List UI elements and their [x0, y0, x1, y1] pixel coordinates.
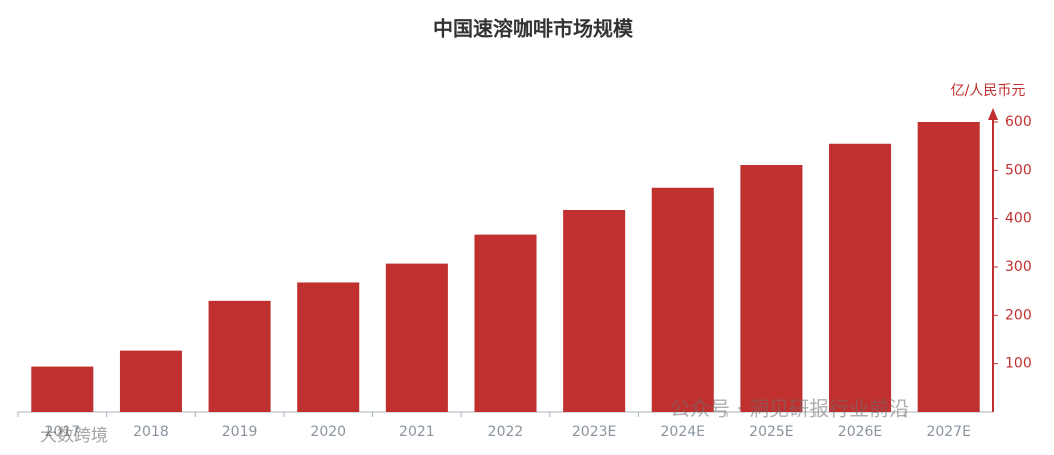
x-tick-label: 2025E — [749, 424, 793, 440]
bar — [563, 209, 626, 412]
x-tick-label: 2027E — [926, 424, 970, 440]
y-tick-label: 100 — [1005, 356, 1032, 372]
bar — [297, 282, 360, 412]
watermark: 公众号 · 洞见研报行业前沿 — [670, 397, 909, 421]
x-tick-label: 2020 — [310, 424, 346, 440]
x-tick-label: 2026E — [838, 424, 882, 440]
bar — [31, 366, 94, 412]
bar — [651, 187, 714, 412]
bar — [829, 143, 892, 412]
y-tick-label: 500 — [1005, 162, 1032, 178]
x-tick-label: 2019 — [222, 424, 258, 440]
bar — [917, 122, 980, 412]
x-tick-label: 2023E — [572, 424, 616, 440]
x-tick-label: 2017 — [44, 424, 80, 440]
x-tick-label: 2018 — [133, 424, 169, 440]
chart-title: 中国速溶咖啡市场规模 — [433, 17, 634, 41]
y-tick-label: 300 — [1005, 259, 1032, 275]
x-tick-label: 2024E — [661, 424, 705, 440]
bar — [119, 350, 182, 412]
y-tick-label: 200 — [1005, 307, 1032, 323]
y-axis-arrow — [988, 108, 998, 120]
y-tick-label: 400 — [1005, 211, 1032, 227]
x-tick-label: 2021 — [399, 424, 435, 440]
bar — [474, 234, 537, 412]
y-axis-label: 亿/人民币元 — [951, 83, 1026, 99]
bar — [208, 300, 271, 412]
x-tick-label: 2022 — [488, 424, 524, 440]
bar — [740, 165, 803, 412]
y-tick-label: 600 — [1005, 114, 1032, 130]
bar — [385, 263, 448, 412]
watermark: 大数跨境 — [40, 426, 108, 446]
